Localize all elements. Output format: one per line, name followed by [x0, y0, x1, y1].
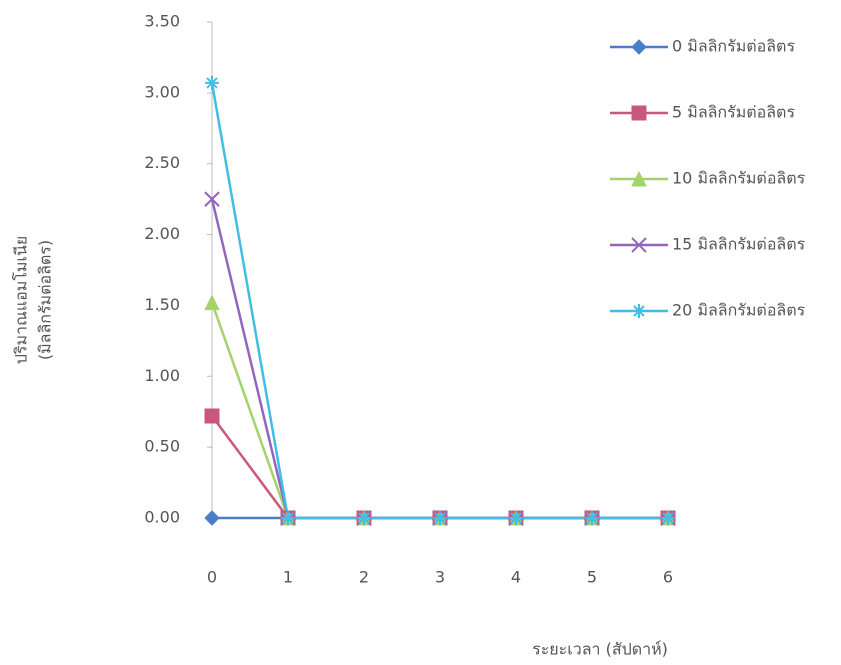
- series-line: [210, 415, 668, 520]
- x-tick-label: 5: [587, 568, 597, 587]
- marker: [631, 39, 647, 55]
- y-tick-label: 1.50: [144, 295, 180, 314]
- x-tick-label: 4: [511, 568, 521, 587]
- y-axis-title: ปริมาณแอมโมเนีย: [12, 236, 31, 365]
- legend-label: 15 มิลลิกรัมต่อลิตร: [672, 235, 806, 254]
- x-tick-label: 3: [435, 568, 445, 587]
- x-axis-title: ระยะเวลา (สัปดาห์): [532, 640, 668, 659]
- series-line: [210, 82, 668, 520]
- marker: [204, 191, 220, 207]
- y-tick-label: 3.00: [144, 82, 180, 101]
- marker: [357, 511, 371, 525]
- legend-label: 0 มิลลิกรัมต่อลิตร: [672, 37, 795, 56]
- x-tick-label: 0: [207, 568, 217, 587]
- y-tick-label: 2.00: [144, 224, 180, 243]
- x-tick-label: 2: [359, 568, 369, 587]
- legend-label: 20 มิลลิกรัมต่อลิตร: [672, 301, 806, 320]
- marker: [433, 511, 447, 525]
- marker: [204, 294, 220, 311]
- marker: [632, 304, 646, 318]
- legend-label: 5 มิลลิกรัมต่อลิตร: [672, 103, 795, 122]
- marker: [661, 511, 675, 525]
- y-tick-label: 0.00: [144, 508, 180, 527]
- marker: [631, 170, 647, 187]
- marker: [509, 511, 523, 525]
- y-axis-title: (มิลลิกรัมต่อลิตร): [36, 240, 55, 360]
- marker: [281, 511, 295, 525]
- marker: [585, 511, 599, 525]
- x-tick-label: 6: [663, 568, 673, 587]
- y-tick-label: 0.50: [144, 437, 180, 456]
- marker: [204, 408, 220, 424]
- x-tick-label: 1: [283, 568, 293, 587]
- y-tick-label: 2.50: [144, 153, 180, 172]
- y-tick-label: 3.50: [144, 12, 180, 31]
- marker: [205, 75, 219, 90]
- legend-label: 10 มิลลิกรัมต่อลิตร: [672, 169, 806, 188]
- marker: [631, 105, 647, 121]
- marker: [204, 510, 220, 526]
- y-tick-label: 1.00: [144, 366, 180, 385]
- marker: [631, 237, 647, 253]
